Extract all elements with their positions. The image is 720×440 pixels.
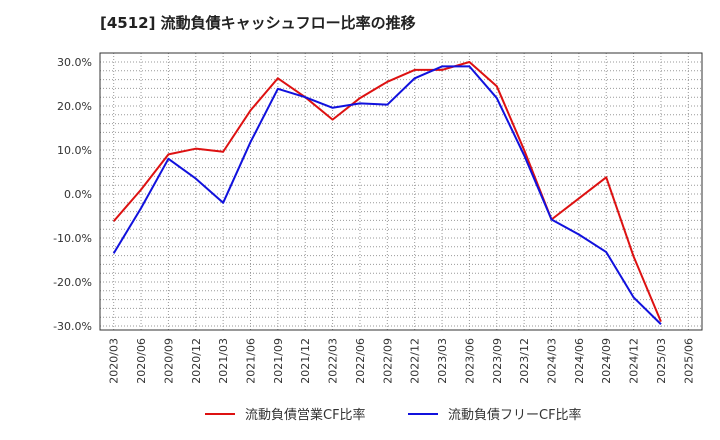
x-tick-label: 2022/03 bbox=[327, 338, 340, 384]
legend-label-1: 流動負債営業CF比率 bbox=[245, 407, 366, 423]
x-tick-label: 2021/03 bbox=[217, 338, 230, 384]
x-tick-label: 2024/06 bbox=[573, 338, 586, 384]
x-tick-label: 2023/12 bbox=[518, 338, 531, 384]
x-tick-label: 2024/03 bbox=[546, 338, 559, 384]
y-tick-label: -10.0% bbox=[53, 232, 92, 245]
x-tick-label: 2024/12 bbox=[628, 338, 641, 384]
x-tick-label: 2025/06 bbox=[682, 338, 695, 384]
y-tick-label: 30.0% bbox=[57, 56, 92, 69]
x-tick-label: 2021/06 bbox=[245, 338, 258, 384]
y-tick-label: 0.0% bbox=[64, 188, 92, 201]
x-tick-label: 2024/09 bbox=[600, 338, 613, 384]
x-tick-label: 2022/09 bbox=[381, 338, 394, 384]
x-tick-label: 2023/06 bbox=[463, 338, 476, 384]
series-line-1 bbox=[112, 61, 662, 322]
x-tick-label: 2022/12 bbox=[409, 338, 422, 384]
plot-frame bbox=[99, 52, 703, 331]
y-tick-label: 20.0% bbox=[57, 100, 92, 113]
legend-label-2: 流動負債フリーCF比率 bbox=[448, 407, 582, 423]
x-tick-label: 2025/03 bbox=[655, 338, 668, 384]
x-tick-label: 2021/09 bbox=[272, 338, 285, 384]
x-tick-label: 2020/09 bbox=[162, 338, 175, 384]
y-tick-label: 10.0% bbox=[57, 144, 92, 157]
y-tick-label: -30.0% bbox=[53, 320, 92, 333]
x-tick-label: 2020/03 bbox=[108, 338, 121, 384]
chart-title: [4512] 流動負債キャッシュフロー比率の推移 bbox=[100, 14, 416, 32]
x-tick-label: 2021/12 bbox=[299, 338, 312, 384]
x-tick-label: 2020/06 bbox=[135, 338, 148, 384]
x-tick-label: 2020/12 bbox=[190, 338, 203, 384]
series-line-2 bbox=[112, 65, 662, 325]
x-tick-label: 2023/03 bbox=[436, 338, 449, 384]
x-tick-label: 2023/09 bbox=[491, 338, 504, 384]
x-tick-label: 2022/06 bbox=[354, 338, 367, 384]
plot-area bbox=[100, 53, 702, 330]
y-tick-label: -20.0% bbox=[53, 276, 92, 289]
